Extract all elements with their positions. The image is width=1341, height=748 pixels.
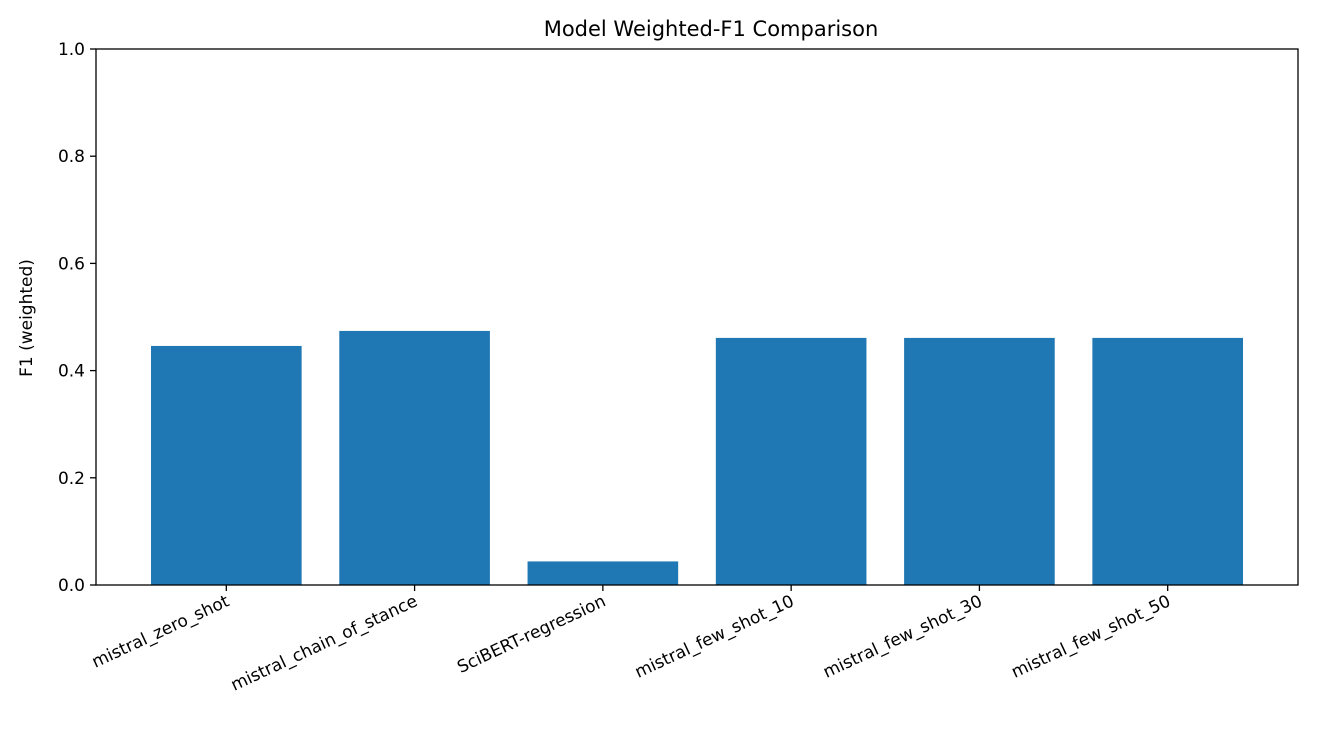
x-axis-ticks: mistral_zero_shotmistral_chain_of_stance… — [89, 585, 1174, 695]
y-tick-label: 0.0 — [58, 576, 85, 596]
y-tick-label: 0.8 — [58, 147, 85, 167]
chart-title: Model Weighted-F1 Comparison — [544, 17, 879, 41]
y-axis-ticks: 0.0 0.2 0.4 0.6 0.8 1.0 — [58, 40, 96, 596]
bar-mistral_few_shot_50 — [1092, 337, 1243, 585]
x-tick-label: mistral_chain_of_stance — [228, 591, 421, 695]
bar-mistral_few_shot_30 — [904, 337, 1055, 585]
y-tick-label: 1.0 — [58, 40, 85, 60]
y-tick-label: 0.4 — [58, 362, 85, 382]
x-tick-label: mistral_few_shot_30 — [820, 591, 985, 682]
y-axis-label: F1 (weighted) — [17, 259, 37, 377]
plot-frame — [95, 48, 1299, 586]
bar-mistral_zero_shot — [151, 345, 302, 585]
x-tick-label: mistral_few_shot_50 — [1008, 591, 1173, 682]
x-tick-label: mistral_few_shot_10 — [632, 591, 797, 682]
bar-mistral_chain_of_stance — [339, 330, 490, 585]
x-tick-label: SciBERT-regression — [454, 591, 609, 677]
y-tick-label: 0.6 — [58, 254, 85, 274]
bar-mistral_few_shot_10 — [715, 337, 867, 585]
bars — [151, 330, 1243, 585]
bar-SciBERT-regression — [527, 561, 679, 585]
y-tick-label: 0.2 — [58, 469, 85, 489]
x-tick-label: mistral_zero_shot — [89, 591, 233, 672]
